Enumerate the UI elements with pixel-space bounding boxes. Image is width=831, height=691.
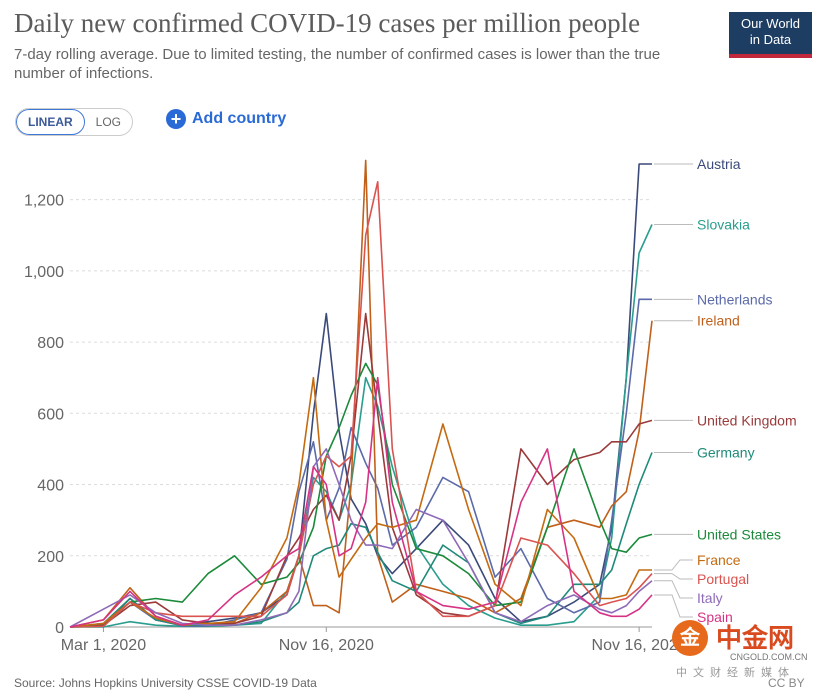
x-tick-label: Mar 1, 2020	[61, 637, 146, 654]
series-line-ireland[interactable]	[69, 159, 653, 628]
source-note: Source: Johns Hopkins University CSSE CO…	[14, 676, 317, 690]
chart-title: Daily new confirmed COVID-19 cases per m…	[14, 8, 641, 38]
y-tick-label: 200	[37, 549, 64, 566]
legend-label-ireland[interactable]: Ireland	[697, 313, 740, 329]
watermark-logo-icon: 金	[672, 620, 708, 656]
scale-toggle[interactable]: LINEAR LOG	[15, 108, 134, 136]
chart-subtitle: 7-day rolling average. Due to limited te…	[14, 46, 661, 82]
y-tick-label: 1,200	[24, 193, 64, 210]
series-line-united-kingdom[interactable]	[69, 312, 653, 628]
y-tick-label: 600	[37, 406, 64, 423]
series-line-slovakia[interactable]	[70, 224, 653, 628]
series-line-spain[interactable]	[69, 376, 653, 628]
y-tick-label: 0	[55, 620, 64, 637]
legend-label-spain[interactable]: Spain	[697, 609, 733, 625]
legend-label-france[interactable]: France	[697, 552, 741, 568]
logo-line1: Our World	[741, 16, 800, 31]
series-line-italy[interactable]	[69, 448, 653, 628]
watermark-url: CNGOLD.COM.CN	[730, 652, 808, 662]
y-axis-labels: 0 200 400 600 800 1,000 1,200	[24, 193, 64, 637]
legend-leader	[654, 580, 693, 599]
y-tick-label: 800	[37, 335, 64, 352]
legend-label-united-kingdom[interactable]: United Kingdom	[697, 412, 797, 428]
watermark-tagline: 中文财经新媒体	[676, 667, 795, 679]
add-country-button[interactable]: + Add country	[166, 109, 286, 129]
legend-label-austria[interactable]: Austria	[697, 156, 741, 172]
legend-label-united-states[interactable]: United States	[697, 526, 781, 542]
series-line-netherlands[interactable]	[69, 298, 652, 628]
series-line-austria[interactable]	[69, 163, 652, 628]
linear-button[interactable]: LINEAR	[16, 109, 85, 135]
add-country-label: Add country	[192, 110, 287, 127]
log-button[interactable]: LOG	[95, 115, 122, 129]
y-tick-label: 1,000	[24, 264, 64, 281]
legend-label-italy[interactable]: Italy	[697, 590, 723, 606]
x-axis: Mar 1, 2020 Nov 16, 2020 Nov 16, 2021	[61, 626, 687, 654]
watermark: 金 中金网 CNGOLD.COM.CN 中文财经新媒体	[672, 616, 822, 686]
legend[interactable]: Austria Slovakia Netherlands Ireland United …	[654, 156, 797, 625]
legend-label-netherlands[interactable]: Netherlands	[697, 291, 773, 307]
license-badge[interactable]: CC BY	[768, 676, 805, 690]
y-tick-label: 400	[37, 478, 64, 495]
legend-label-slovakia[interactable]: Slovakia	[697, 217, 750, 233]
legend-leader	[654, 594, 693, 618]
series-line-united-states[interactable]	[69, 362, 653, 628]
legend-label-germany[interactable]: Germany	[697, 444, 755, 460]
owid-logo[interactable]: Our World in Data	[729, 12, 812, 58]
line-chart[interactable]: 0 200 400 600 800 1,000 1,200 Mar 1, 2020 Nov 1…	[0, 140, 831, 660]
legend-label-portugal[interactable]: Portugal	[697, 571, 749, 587]
logo-line2: in Data	[749, 32, 792, 47]
series-lines[interactable]	[69, 159, 653, 628]
logo-accent-bar	[729, 54, 812, 58]
x-tick-label: Nov 16, 2020	[279, 637, 374, 654]
x-tick-label: Nov 16, 2021	[592, 637, 687, 654]
legend-leader	[654, 559, 693, 571]
plus-icon: +	[166, 109, 186, 129]
legend-leader	[654, 573, 693, 580]
watermark-name: 中金网	[716, 623, 795, 653]
series-line-portugal[interactable]	[69, 181, 653, 628]
